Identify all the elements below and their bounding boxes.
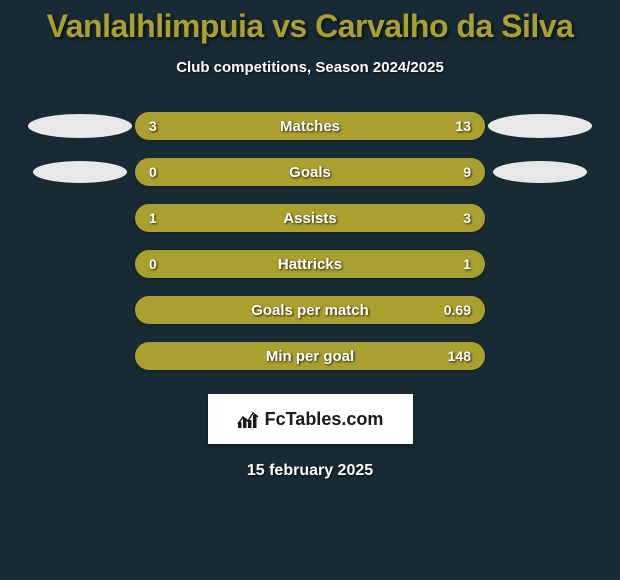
title-vs: vs	[272, 8, 307, 44]
badge-ellipse-icon	[33, 161, 127, 183]
stat-row: 01Hattricks	[0, 250, 620, 278]
stat-bar: 0.69Goals per match	[135, 296, 485, 324]
badge-ellipse-icon	[488, 114, 592, 138]
bar-label: Min per goal	[135, 342, 485, 370]
badge-left	[25, 114, 135, 138]
bar-label: Hattricks	[135, 250, 485, 278]
bar-label: Assists	[135, 204, 485, 232]
stat-row: 09Goals	[0, 158, 620, 186]
stat-row: 13Assists	[0, 204, 620, 232]
stat-rows: 313Matches 09Goals 13Assists 01Hattricks 0.6…	[0, 112, 620, 370]
logo-box[interactable]: FcTables.com	[208, 394, 413, 444]
stat-bar: 148Min per goal	[135, 342, 485, 370]
badge-ellipse-icon	[28, 114, 132, 138]
bar-chart-icon	[237, 409, 259, 429]
stat-bar: 01Hattricks	[135, 250, 485, 278]
subtitle: Club competitions, Season 2024/2025	[176, 59, 444, 76]
bar-label: Goals	[135, 158, 485, 186]
stat-row: 313Matches	[0, 112, 620, 140]
badge-ellipse-icon	[493, 161, 587, 183]
page-title: Vanlalhlimpuia vs Carvalho da Silva	[47, 8, 574, 45]
stat-bar: 313Matches	[135, 112, 485, 140]
title-player-a: Vanlalhlimpuia	[47, 8, 264, 44]
content: Vanlalhlimpuia vs Carvalho da Silva Club…	[0, 0, 620, 580]
bar-label: Goals per match	[135, 296, 485, 324]
badge-right	[485, 114, 595, 138]
badge-left	[25, 161, 135, 183]
date: 15 february 2025	[247, 462, 373, 480]
stat-bar: 09Goals	[135, 158, 485, 186]
logo-text: FcTables.com	[265, 409, 384, 430]
stat-bar: 13Assists	[135, 204, 485, 232]
badge-right	[485, 161, 595, 183]
bar-label: Matches	[135, 112, 485, 140]
stat-row: 0.69Goals per match	[0, 296, 620, 324]
stat-row: 148Min per goal	[0, 342, 620, 370]
title-player-b: Carvalho da Silva	[315, 8, 573, 44]
